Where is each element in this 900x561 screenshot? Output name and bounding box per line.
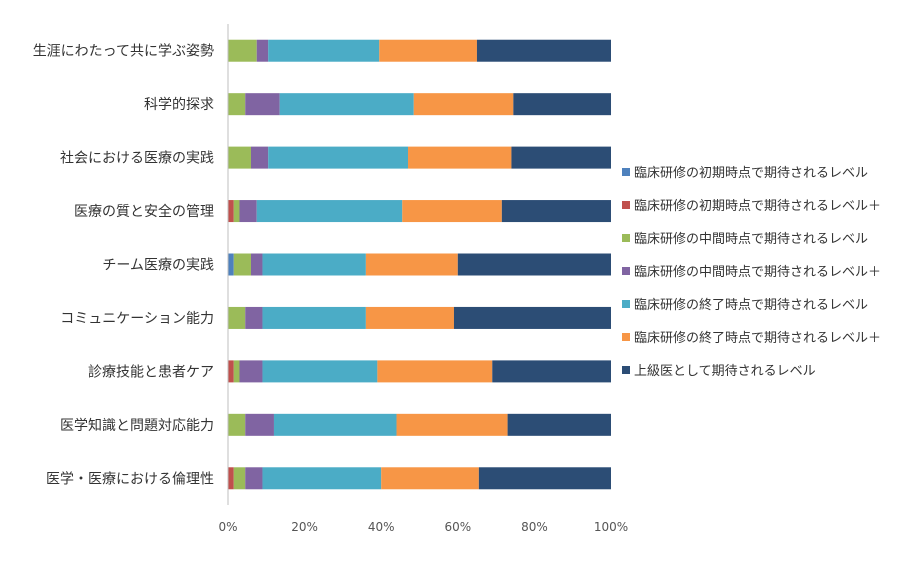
bar-segment-5-series-3 [233, 253, 251, 276]
category-label: 科学的探求 [144, 97, 214, 113]
bar-segment-5-series-6 [365, 253, 458, 276]
bar-segment-4-series-3 [233, 200, 240, 223]
bar-segment-4-series-6 [402, 200, 502, 223]
bar-segment-8-series-4 [245, 413, 274, 436]
category-label: 生涯にわたって共に学ぶ姿勢 [33, 44, 214, 60]
bar-segment-8-series-6 [396, 413, 508, 436]
bar-segment-8-series-7 [507, 413, 611, 436]
bar-segment-3-series-7 [511, 146, 611, 169]
bar-segment-7-series-3 [233, 360, 240, 383]
bar-segment-7-series-4 [239, 360, 263, 383]
bar-segment-5-series-1 [228, 253, 234, 276]
legend-swatch [622, 234, 630, 242]
legend-swatch [622, 168, 630, 176]
bar-segment-9-series-3 [233, 467, 246, 490]
bar-segment-2-series-7 [513, 93, 612, 116]
category-label: コミュニケーション能力 [60, 311, 214, 327]
bar-segment-5-series-7 [457, 253, 611, 276]
bar-segment-1-series-6 [379, 39, 477, 62]
bar-segment-1-series-5 [268, 39, 380, 62]
category-label: 医学・医療における倫理性 [46, 470, 214, 487]
legend-label: 臨床研修の終了時点で期待されるレベル＋ [634, 330, 881, 346]
bar-segment-2-series-6 [413, 93, 514, 116]
bar-segment-4-series-2 [228, 200, 234, 223]
bar-segment-8-series-3 [228, 413, 246, 436]
legend-swatch [622, 366, 630, 374]
bar-segment-8-series-5 [273, 413, 397, 436]
bar-segment-1-series-7 [476, 39, 611, 62]
legend-swatch [622, 267, 630, 275]
x-tick-label: 0% [218, 520, 237, 534]
bars-layer [228, 39, 612, 490]
legend-label: 臨床研修の初期時点で期待されるレベル＋ [634, 199, 881, 214]
x-tick-label: 40% [368, 520, 395, 534]
bar-segment-4-series-4 [239, 200, 257, 223]
x-tick-label: 20% [291, 520, 318, 534]
bar-segment-2-series-4 [245, 93, 280, 116]
category-label: 社会における医療の実践 [60, 150, 214, 167]
bar-segment-3-series-3 [228, 146, 251, 169]
category-label: 医学知識と問題対応能力 [60, 417, 214, 434]
x-tick-label: 60% [444, 520, 471, 534]
bar-segment-3-series-5 [268, 146, 408, 169]
bar-segment-1-series-4 [256, 39, 269, 62]
bar-segment-6-series-4 [245, 306, 263, 329]
bar-segment-6-series-3 [228, 306, 246, 329]
category-label: 医療の質と安全の管理 [74, 203, 214, 220]
bar-segment-2-series-3 [228, 93, 246, 116]
bar-segment-5-series-5 [262, 253, 366, 276]
bar-segment-3-series-4 [250, 146, 269, 169]
x-tick-label: 80% [521, 520, 548, 534]
bar-segment-4-series-5 [256, 200, 403, 223]
legend-swatch [622, 300, 630, 308]
bar-segment-9-series-2 [228, 467, 234, 490]
legend-swatch [622, 201, 630, 209]
category-label: チーム医療の実践 [102, 257, 214, 274]
bar-segment-9-series-6 [381, 467, 479, 490]
bar-segment-5-series-4 [250, 253, 263, 276]
bar-segment-9-series-5 [262, 467, 382, 490]
bar-segment-9-series-7 [478, 467, 611, 490]
bar-segment-2-series-5 [279, 93, 414, 116]
category-labels: 生涯にわたって共に学ぶ姿勢科学的探求社会における医療の実践医療の質と安全の管理チ… [33, 44, 214, 488]
bar-segment-3-series-6 [408, 146, 512, 169]
legend-label: 上級医として期待されるレベル [634, 364, 816, 379]
bar-segment-1-series-3 [228, 39, 257, 62]
bar-segment-7-series-6 [377, 360, 493, 383]
bar-segment-6-series-7 [453, 306, 611, 329]
legend-label: 臨床研修の初期時点で期待されるレベル [634, 166, 868, 181]
legend-label: 臨床研修の中間時点で期待されるレベル＋ [634, 265, 881, 280]
legend-swatch [622, 333, 630, 341]
bar-segment-9-series-4 [245, 467, 263, 490]
x-tick-labels: 0% 20% 40% 60% 80% 100% [218, 520, 628, 534]
bar-segment-7-series-5 [262, 360, 378, 383]
legend-label: 臨床研修の終了時点で期待されるレベル [634, 297, 868, 313]
bar-segment-7-series-7 [492, 360, 611, 383]
bar-segment-7-series-2 [228, 360, 234, 383]
bar-segment-6-series-6 [365, 306, 454, 329]
x-tick-label: 100% [594, 520, 628, 534]
category-label: 診療技能と患者ケア [88, 363, 214, 380]
bar-segment-6-series-5 [262, 306, 366, 329]
legend-label: 臨床研修の中間時点で期待されるレベル [634, 232, 868, 247]
bar-segment-4-series-7 [501, 200, 611, 223]
